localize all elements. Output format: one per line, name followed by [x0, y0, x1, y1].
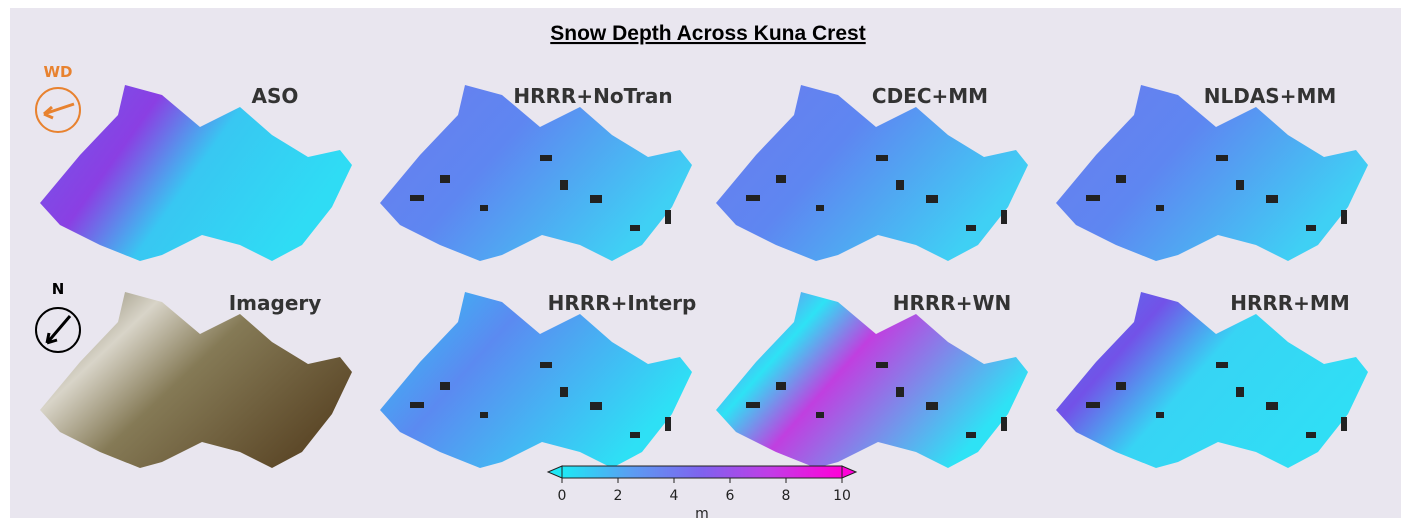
no-data-cell [1086, 195, 1100, 201]
no-data-cell [1116, 382, 1126, 390]
no-data-cell [630, 225, 640, 231]
no-data-cell [746, 402, 760, 408]
no-data-cell [480, 205, 488, 211]
colorbar-bar [561, 465, 843, 479]
panel-label: HRRR+Interp [548, 291, 697, 315]
map-panel [716, 292, 1028, 468]
no-data-cell [1266, 195, 1278, 203]
colorbar: m 0 2 4 6 8 10 [546, 465, 858, 522]
no-data-cell [1341, 210, 1347, 224]
no-data-cell [926, 402, 938, 410]
north-compass [35, 307, 81, 353]
no-data-cell [560, 180, 568, 190]
colorbar-tick-label: 10 [833, 488, 851, 504]
no-data-cell [560, 387, 568, 397]
no-data-cell [746, 195, 760, 201]
no-data-cell [1341, 417, 1347, 431]
colorbar-tick-label: 2 [614, 488, 623, 504]
no-data-cell [1216, 155, 1228, 161]
panel-label: Imagery [229, 291, 322, 315]
no-data-cell [590, 402, 602, 410]
no-data-cell [876, 155, 888, 161]
panel-label: HRRR+WN [893, 291, 1012, 315]
no-data-cell [630, 432, 640, 438]
north-arrow [45, 315, 72, 345]
no-data-cell [540, 362, 552, 368]
panel-label: HRRR+MM [1230, 291, 1350, 315]
no-data-cell [590, 195, 602, 203]
no-data-cell [816, 412, 824, 418]
no-data-cell [1001, 210, 1007, 224]
no-data-cell [1116, 175, 1126, 183]
no-data-cell [1236, 387, 1244, 397]
no-data-cell [410, 402, 424, 408]
no-data-cell [1156, 412, 1164, 418]
map-panel [1056, 85, 1368, 261]
colorbar-max-extend [841, 465, 858, 479]
colorbar-tick-label: 4 [670, 488, 679, 504]
no-data-cell [1266, 402, 1278, 410]
no-data-cell [876, 362, 888, 368]
wind-arrow [43, 102, 75, 120]
no-data-cell [440, 382, 450, 390]
no-data-cell [1216, 362, 1228, 368]
no-data-cell [966, 225, 976, 231]
no-data-cell [776, 175, 786, 183]
no-data-cell [1306, 225, 1316, 231]
panels: ASO HRRR+NoTran CDEC+MM NLDAS+MM Imagery HRRR… [40, 84, 1368, 468]
no-data-cell [410, 195, 424, 201]
panel-label: NLDAS+MM [1204, 84, 1337, 108]
no-data-cell [1086, 402, 1100, 408]
no-data-cell [1156, 205, 1164, 211]
no-data-cell [776, 382, 786, 390]
no-data-cell [816, 205, 824, 211]
map-panel [716, 85, 1028, 261]
wind-label: WD [44, 63, 73, 81]
no-data-cell [896, 387, 904, 397]
map-panel [380, 85, 692, 261]
no-data-cell [1001, 417, 1007, 431]
colorbar-tick-label: 0 [558, 488, 567, 504]
no-data-cell [540, 155, 552, 161]
no-data-cell [1306, 432, 1316, 438]
panel-label: ASO [252, 84, 299, 108]
panel-label: HRRR+NoTran [513, 84, 672, 108]
colorbar-label: m [695, 506, 709, 522]
colorbar-tick-label: 8 [782, 488, 791, 504]
no-data-cell [966, 432, 976, 438]
no-data-cell [1236, 180, 1244, 190]
no-data-cell [440, 175, 450, 183]
panel-label: CDEC+MM [872, 84, 988, 108]
colorbar-tick-label: 6 [726, 488, 735, 504]
no-data-cell [926, 195, 938, 203]
no-data-cell [896, 180, 904, 190]
no-data-cell [665, 417, 671, 431]
no-data-cell [480, 412, 488, 418]
no-data-cell [665, 210, 671, 224]
north-label: N [52, 280, 65, 298]
map-panel [1056, 292, 1368, 468]
wind-compass [35, 87, 81, 133]
title: Snow Depth Across Kuna Crest [550, 22, 865, 45]
map-panel [380, 292, 692, 468]
